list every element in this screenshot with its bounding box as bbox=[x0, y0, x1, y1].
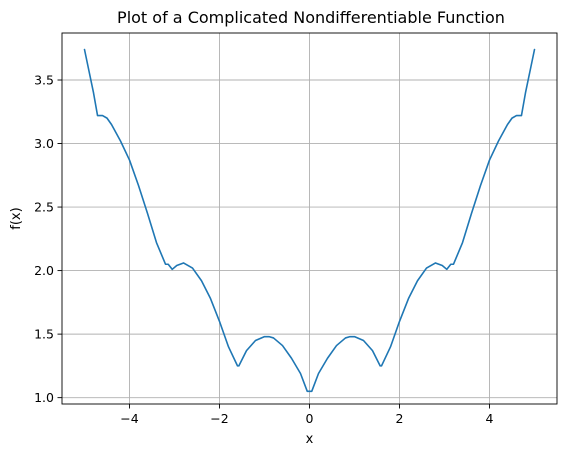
y-tick-label: 2.5 bbox=[34, 200, 54, 215]
grid bbox=[62, 33, 557, 404]
x-tick-label: 2 bbox=[396, 411, 404, 426]
series-line-0 bbox=[83, 48, 536, 393]
x-tick-label: 4 bbox=[486, 411, 494, 426]
x-tick-label: −4 bbox=[120, 411, 138, 426]
x-tick-label: −2 bbox=[210, 411, 228, 426]
x-axis-label: x bbox=[306, 432, 314, 447]
y-axis-label: f(x) bbox=[9, 207, 24, 229]
y-tick-label: 3.0 bbox=[34, 136, 54, 151]
y-tick-label: 2.0 bbox=[34, 263, 54, 278]
y-tick-label: 3.5 bbox=[34, 73, 54, 88]
y-tick-label: 1.5 bbox=[34, 327, 54, 342]
ticks: −4 −2 0 2 4 1.0 1.5 2.0 2.5 3.0 3.5 bbox=[34, 73, 493, 426]
y-tick-label: 1.0 bbox=[34, 390, 54, 405]
series-layer bbox=[83, 48, 536, 393]
chart-title: Plot of a Complicated Nondifferentiable … bbox=[117, 8, 505, 27]
x-tick-label: 0 bbox=[306, 411, 314, 426]
